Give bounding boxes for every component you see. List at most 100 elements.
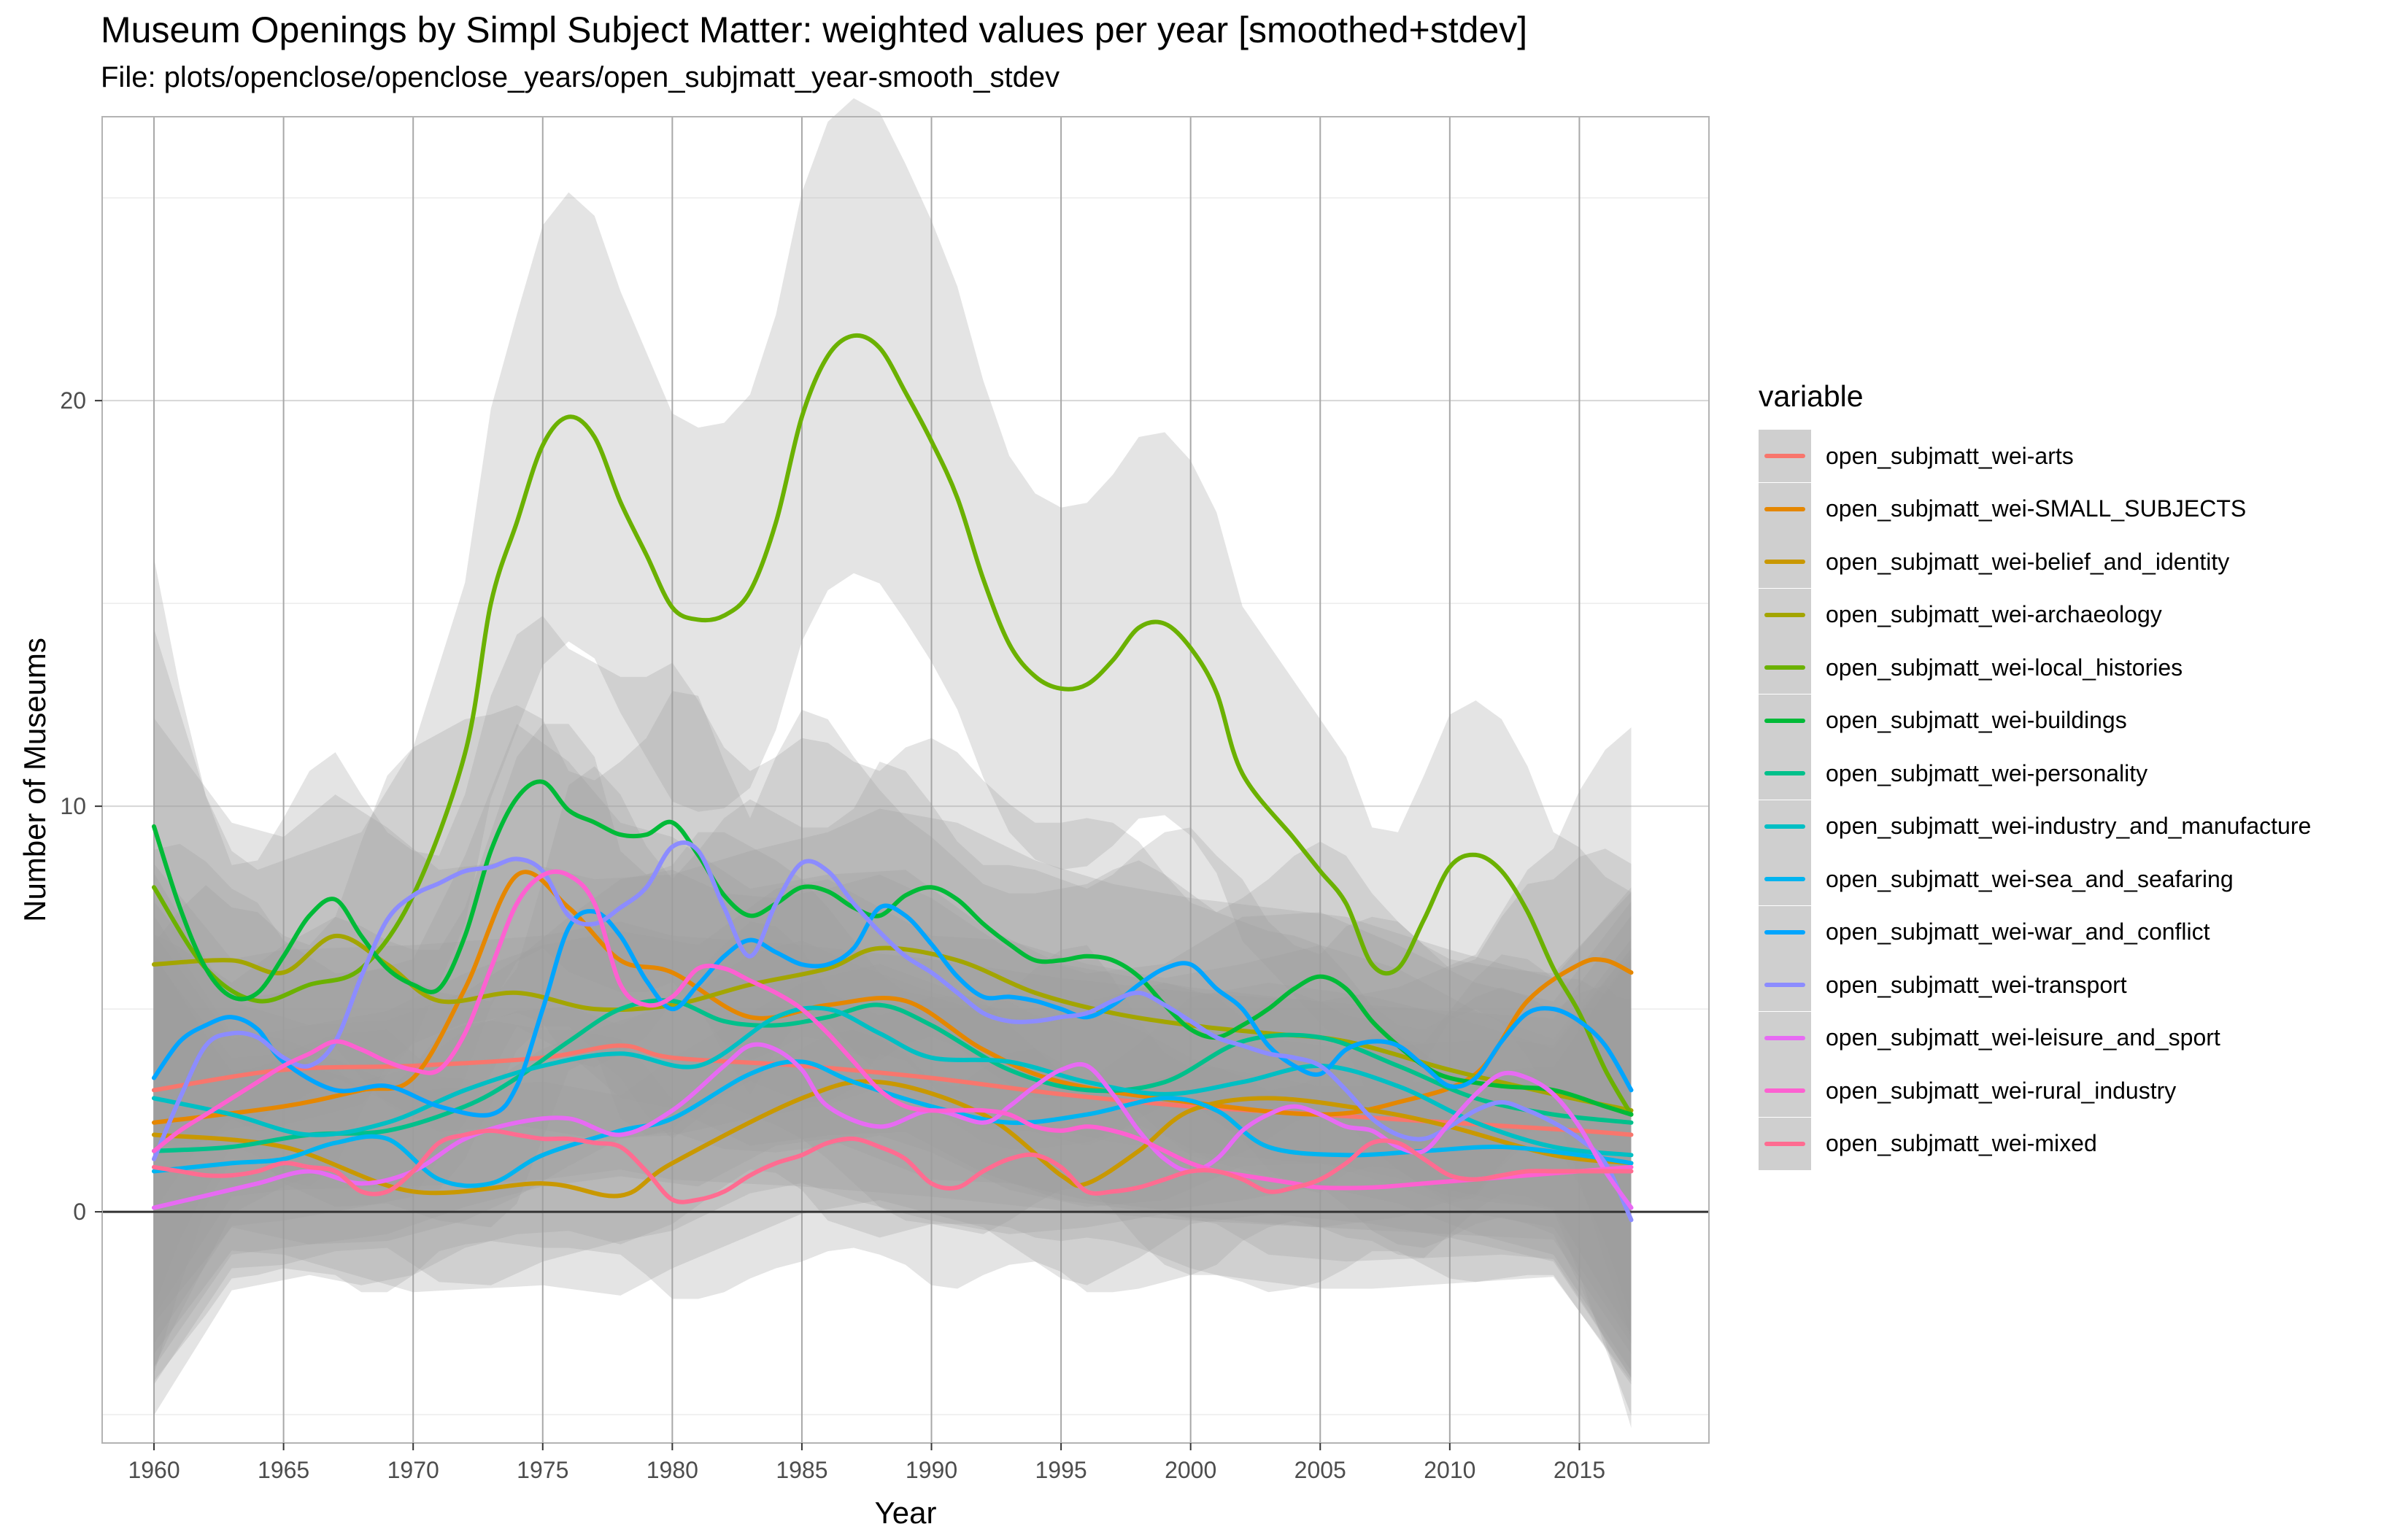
x-tick-label: 1980 bbox=[647, 1457, 698, 1483]
series-line bbox=[152, 870, 1634, 1125]
legend-key bbox=[1759, 694, 1811, 747]
series-line bbox=[152, 1005, 1634, 1158]
legend-item: open_subjmatt_wei-SMALL_SUBJECTS bbox=[1759, 482, 2311, 536]
stdev-band bbox=[154, 921, 1632, 1415]
legend-key bbox=[1759, 1064, 1811, 1118]
legend-label: open_subjmatt_wei-local_histories bbox=[1826, 654, 2183, 681]
legend-swatch bbox=[1764, 983, 1805, 988]
series-line bbox=[152, 779, 1634, 1117]
legend-key bbox=[1759, 588, 1811, 641]
chart-title: Museum Openings by Simpl Subject Matter:… bbox=[101, 9, 1528, 50]
x-tick-label: 1990 bbox=[906, 1457, 957, 1483]
legend-key bbox=[1759, 747, 1811, 800]
stdev-band bbox=[154, 864, 1632, 1354]
legend-label: open_subjmatt_wei-transport bbox=[1826, 971, 2127, 998]
legend-key bbox=[1759, 430, 1811, 483]
legend-key bbox=[1759, 959, 1811, 1012]
x-tick-label: 1975 bbox=[517, 1457, 568, 1483]
y-axis-label: Number of Museums bbox=[18, 638, 52, 922]
series-line bbox=[152, 1128, 1634, 1204]
legend-item: open_subjmatt_wei-industry_and_manufactu… bbox=[1759, 800, 2311, 854]
legend-title: variable bbox=[1759, 379, 1864, 413]
legend-item: open_subjmatt_wei-transport bbox=[1759, 959, 2311, 1012]
legend-swatch bbox=[1764, 665, 1805, 670]
legend-label: open_subjmatt_wei-personality bbox=[1826, 759, 2148, 786]
legend-label: open_subjmatt_wei-archaeology bbox=[1826, 601, 2162, 628]
legend-label: open_subjmatt_wei-war_and_conflict bbox=[1826, 918, 2210, 945]
legend-label: open_subjmatt_wei-leisure_and_sport bbox=[1826, 1024, 2220, 1051]
legend-swatch bbox=[1764, 771, 1805, 776]
x-tick-label: 1960 bbox=[128, 1457, 180, 1483]
legend-item: open_subjmatt_wei-local_histories bbox=[1759, 641, 2311, 695]
legend-swatch bbox=[1764, 1035, 1805, 1040]
legend-key bbox=[1759, 853, 1811, 906]
legend-key bbox=[1759, 535, 1811, 589]
y-tick-label: 10 bbox=[60, 793, 86, 819]
legend-item: open_subjmatt_wei-buildings bbox=[1759, 694, 2311, 748]
panel-border bbox=[101, 116, 1710, 1444]
x-tick-label: 1985 bbox=[776, 1457, 827, 1483]
x-tick-label: 1970 bbox=[387, 1457, 439, 1483]
legend-label: open_subjmatt_wei-mixed bbox=[1826, 1130, 2097, 1157]
legend-item: open_subjmatt_wei-sea_and_seafaring bbox=[1759, 853, 2311, 906]
legend-item: open_subjmatt_wei-war_and_conflict bbox=[1759, 905, 2311, 959]
legend-item: open_subjmatt_wei-leisure_and_sport bbox=[1759, 1011, 2311, 1065]
series-line bbox=[152, 1059, 1634, 1188]
legend-key bbox=[1759, 1011, 1811, 1064]
legend-key bbox=[1759, 905, 1811, 959]
legend-swatch bbox=[1764, 454, 1805, 459]
chart-subtitle: File: plots/openclose/openclose_years/op… bbox=[101, 61, 1060, 93]
legend-swatch bbox=[1764, 718, 1805, 723]
stdev-band bbox=[154, 873, 1632, 1372]
series-line bbox=[152, 869, 1634, 1191]
legend-items: open_subjmatt_wei-arts open_subjmatt_wei-… bbox=[1759, 430, 2311, 1170]
legend: variable open_subjmatt_wei-arts open_subj… bbox=[1759, 379, 2311, 1170]
series-line bbox=[152, 933, 1634, 1113]
series-lines bbox=[152, 333, 1634, 1223]
legend-item: open_subjmatt_wei-personality bbox=[1759, 747, 2311, 800]
series-line bbox=[152, 1043, 1634, 1137]
x-tick-label: 1965 bbox=[258, 1457, 309, 1483]
series-line bbox=[152, 1079, 1634, 1199]
legend-swatch bbox=[1764, 929, 1805, 935]
legend-swatch bbox=[1764, 612, 1805, 617]
legend-label: open_subjmatt_wei-SMALL_SUBJECTS bbox=[1826, 495, 2247, 522]
x-tick-label: 2000 bbox=[1165, 1457, 1216, 1483]
legend-key bbox=[1759, 482, 1811, 535]
stdev-band bbox=[154, 724, 1632, 1382]
legend-swatch bbox=[1764, 824, 1805, 829]
x-tick-label: 1995 bbox=[1035, 1457, 1087, 1483]
series-line bbox=[152, 1042, 1634, 1210]
stdev-band bbox=[154, 98, 1632, 1337]
grid-layer bbox=[102, 117, 1709, 1443]
legend-label: open_subjmatt_wei-belief_and_identity bbox=[1826, 548, 2230, 575]
legend-swatch bbox=[1764, 506, 1805, 511]
legend-swatch bbox=[1764, 1088, 1805, 1094]
legend-swatch bbox=[1764, 877, 1805, 882]
legend-label: open_subjmatt_wei-rural_industry bbox=[1826, 1077, 2177, 1104]
series-line bbox=[152, 903, 1634, 1118]
x-tick-label: 2010 bbox=[1424, 1457, 1475, 1483]
legend-item: open_subjmatt_wei-mixed bbox=[1759, 1117, 2311, 1171]
legend-key bbox=[1759, 800, 1811, 853]
legend-swatch bbox=[1764, 1141, 1805, 1146]
stdev-band bbox=[154, 691, 1632, 1428]
legend-label: open_subjmatt_wei-buildings bbox=[1826, 707, 2127, 734]
legend-item: open_subjmatt_wei-rural_industry bbox=[1759, 1064, 2311, 1118]
legend-item: open_subjmatt_wei-archaeology bbox=[1759, 588, 2311, 642]
legend-key bbox=[1759, 641, 1811, 695]
legend-key bbox=[1759, 1117, 1811, 1170]
legend-label: open_subjmatt_wei-sea_and_seafaring bbox=[1826, 865, 2234, 892]
y-tick-label: 20 bbox=[60, 387, 86, 414]
x-tick-label: 2005 bbox=[1294, 1457, 1346, 1483]
series-line bbox=[152, 333, 1634, 1117]
legend-item: open_subjmatt_wei-arts bbox=[1759, 430, 2311, 483]
x-axis-label: Year bbox=[875, 1496, 937, 1530]
stdev-bands bbox=[154, 98, 1632, 1428]
legend-item: open_subjmatt_wei-belief_and_identity bbox=[1759, 535, 2311, 589]
y-tick-label: 0 bbox=[73, 1199, 86, 1225]
axis-ticks: 1960 1965 1970 1975 1980 1985 1990 1995 2000 2005… bbox=[60, 387, 1605, 1483]
legend-label: open_subjmatt_wei-industry_and_manufactu… bbox=[1826, 813, 2312, 840]
x-tick-label: 2015 bbox=[1554, 1457, 1605, 1483]
